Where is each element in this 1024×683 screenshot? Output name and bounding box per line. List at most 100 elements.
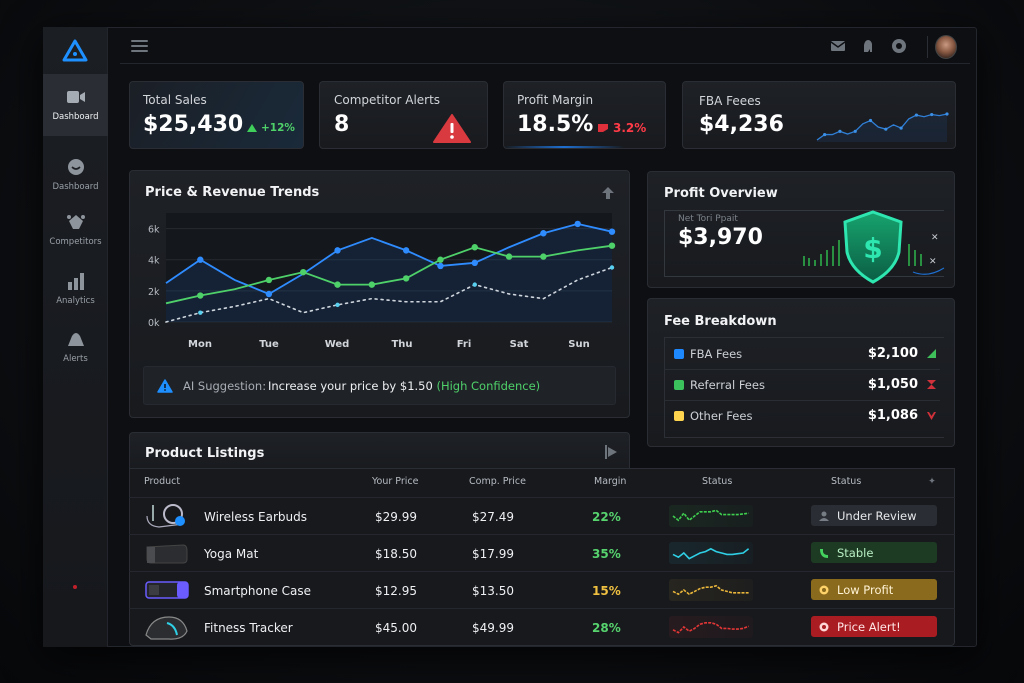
column-header-status[interactable]: Status: [702, 476, 733, 487]
data-point: [197, 292, 204, 299]
kpi-delta: +12%: [261, 122, 295, 134]
your-price: $29.99: [375, 510, 417, 524]
ai-suggestion-label: AI Suggestion:: [183, 379, 267, 393]
panel-title: Fee Breakdown: [664, 314, 777, 329]
sparkline-point: [945, 112, 949, 116]
kpi-value: $4,236: [699, 112, 784, 137]
bar-chart-icon: [67, 273, 84, 290]
column-header-comp-price[interactable]: Comp. Price: [469, 476, 526, 487]
price-trend-sparkline: [669, 579, 753, 601]
fee-breakdown-panel: Fee Breakdown: [647, 298, 955, 447]
topbar: [120, 30, 970, 64]
product-name: Fitness Tracker: [204, 621, 293, 635]
your-price: $12.95: [375, 584, 417, 598]
sparkline-point: [868, 118, 873, 123]
status-label: Stable: [837, 545, 874, 560]
table-row[interactable]: Smartphone Case $12.95 $13.50 15% Low Profit: [129, 571, 955, 608]
sidebar: Dashboard Dashboard Competitors Analytic…: [43, 27, 108, 647]
x-tick-label: Sun: [568, 339, 589, 350]
sidebar-item-label: Analytics: [56, 296, 95, 306]
status-label: Low Profit: [837, 582, 894, 597]
divider: [927, 36, 928, 58]
panel-title: Product Listings: [145, 446, 265, 461]
fee-row[interactable]: FBA Fees $2,100: [664, 339, 940, 370]
data-point: [402, 275, 410, 282]
price-trend-sparkline: [669, 505, 753, 527]
status-badge[interactable]: Price Alert!: [811, 616, 937, 637]
competitor-price: $17.99: [472, 547, 514, 561]
data-point: [437, 262, 444, 270]
kpi-fba-fees[interactable]: FBA Feees $4,236: [682, 81, 956, 149]
profit-shield-graphic: $ ✕ ✕: [803, 210, 945, 284]
table-row[interactable]: Fitness Tracker $45.00 $49.99 28% Price Aler…: [129, 608, 955, 645]
kpi-label: Profit Margin: [517, 93, 594, 107]
sparkline-point: [823, 132, 827, 137]
fee-value: $1,086: [867, 408, 918, 423]
pin-icon[interactable]: [602, 187, 614, 199]
trend-up-icon: [927, 349, 936, 358]
column-header-status-2[interactable]: Status: [831, 476, 862, 487]
fee-row[interactable]: Referral Fees $1,050: [664, 370, 940, 401]
table-row[interactable]: Yoga Mat $18.50 $17.99 35% Stable: [129, 534, 955, 571]
fee-color-swatch: [674, 411, 684, 421]
price-area: [166, 223, 612, 322]
data-point: [437, 256, 444, 263]
menu-icon[interactable]: [131, 40, 148, 52]
column-settings-icon[interactable]: ✦: [928, 476, 936, 487]
status-label: Under Review: [837, 508, 917, 523]
data-point: [402, 247, 410, 254]
data-point: [197, 256, 204, 263]
x-tick-label: Sat: [510, 339, 529, 350]
kpi-total-sales[interactable]: Total Sales $25,430 +12%: [129, 81, 304, 149]
status-badge[interactable]: Under Review: [811, 505, 937, 526]
sparkline-point: [884, 127, 888, 131]
sidebar-item-label: Dashboard: [52, 112, 99, 122]
play-flag-icon[interactable]: [605, 445, 617, 459]
sidebar-item-dashboard[interactable]: Dashboard: [43, 74, 108, 136]
column-header-your-price[interactable]: Your Price: [372, 476, 419, 487]
svg-text:✕: ✕: [931, 233, 939, 243]
notification-dot: [73, 585, 77, 589]
data-point: [335, 302, 340, 308]
data-point: [198, 310, 203, 315]
panel-title: Profit Overview: [664, 186, 778, 201]
sidebar-item-dashboard-2[interactable]: Dashboard: [43, 144, 108, 206]
data-point: [608, 228, 616, 235]
sidebar-item-label: Alerts: [63, 354, 88, 364]
earbuds-thumbnail: [146, 504, 185, 528]
data-point: [334, 281, 341, 288]
price-trend-sparkline: [669, 616, 753, 638]
sidebar-item-analytics[interactable]: Analytics: [43, 258, 108, 320]
warning-icon: [433, 114, 471, 143]
kpi-competitor-alerts[interactable]: Competitor Alerts 8: [319, 81, 488, 149]
sidebar-item-competitors[interactable]: Competitors: [43, 199, 108, 261]
product-name: Wireless Earbuds: [204, 510, 307, 524]
sparkline-point: [930, 112, 934, 117]
settings-icon[interactable]: [891, 38, 907, 54]
yoga-mat-thumbnail: [146, 544, 188, 564]
table-row[interactable]: Wireless Earbuds $29.99 $27.49 22% Under Rev…: [129, 497, 955, 534]
sidebar-item-alerts[interactable]: Alerts: [43, 316, 108, 378]
product-listings-header: Product Listings: [129, 432, 630, 472]
status-badge[interactable]: Low Profit: [811, 579, 937, 600]
fee-name: FBA Fees: [690, 347, 743, 361]
column-header-margin[interactable]: Margin: [594, 476, 627, 487]
mail-icon[interactable]: [830, 38, 846, 54]
x-tick-label: Thu: [391, 339, 412, 350]
panel-title: Price & Revenue Trends: [145, 185, 320, 200]
kpi-profit-margin[interactable]: Profit Margin 18.5% 3.2%: [503, 81, 666, 149]
ai-suggestion[interactable]: AI Suggestion: Increase your price by $1…: [143, 366, 616, 405]
sparkline-point: [838, 129, 842, 133]
column-header-product[interactable]: Product: [144, 476, 181, 487]
avatar[interactable]: [935, 35, 957, 59]
trend-down-icon: [927, 412, 936, 420]
fba-fees-sparkline: [816, 112, 949, 142]
status-badge[interactable]: Stable: [811, 542, 937, 563]
app-logo-icon[interactable]: [62, 39, 88, 63]
data-point: [609, 265, 615, 270]
kpi-value: $25,430: [143, 112, 244, 137]
fee-color-swatch: [674, 349, 684, 359]
bell-icon[interactable]: [860, 38, 876, 54]
fee-row[interactable]: Other Fees $1,086: [664, 401, 940, 432]
data-point: [300, 268, 307, 276]
